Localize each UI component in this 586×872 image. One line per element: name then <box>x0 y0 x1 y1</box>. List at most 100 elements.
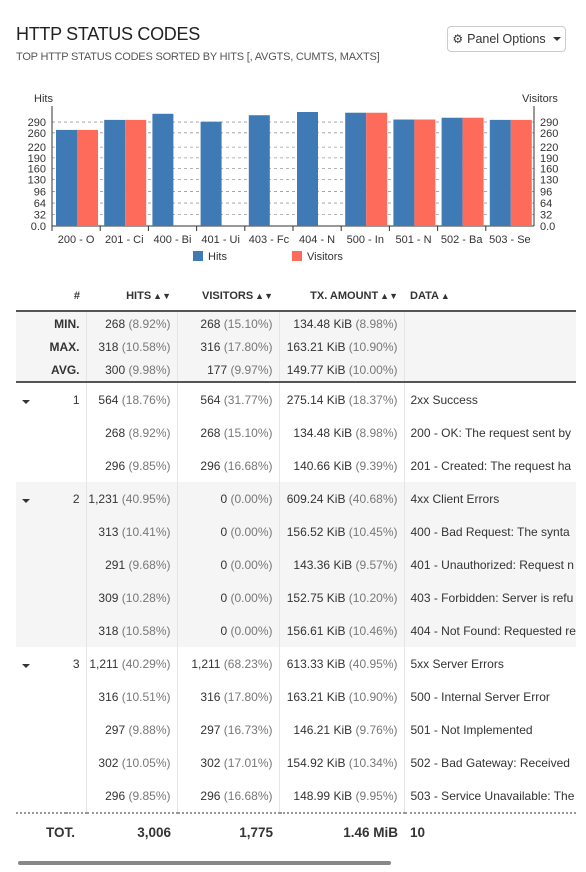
table-row[interactable]: 297 (9.88%) 297 (16.73%) 146.21 KiB (9.76%… <box>16 713 576 746</box>
value: 1,211 <box>89 656 119 671</box>
x-tick-label: 400 - Bi <box>154 234 192 246</box>
data-cell: 501 - Not Implemented <box>403 713 576 746</box>
value: 140.66 KiB <box>293 458 353 473</box>
visitors-cell: 316 (17.80%) <box>176 680 279 713</box>
header-hits[interactable]: HITS ▲▼ <box>86 282 177 311</box>
hits-cell: 1,211 (40.29%) <box>85 647 177 680</box>
hits-cell: 318 (10.58%) <box>85 614 177 647</box>
percent: (15.10%) <box>223 425 273 440</box>
num-cell <box>66 449 86 482</box>
visitors-cell: 268 (15.10%) <box>176 312 279 335</box>
header-data-label: DATA <box>410 290 439 302</box>
value: 296 <box>200 458 221 473</box>
percent: (40.95%) <box>121 491 171 506</box>
tx-cell: 152.75 KiB (10.20%) <box>278 581 404 614</box>
percent: (9.98%) <box>128 362 171 377</box>
table-row-group[interactable]: 3 1,211 (40.29%) 1,211 (68.23%) 613.33 KiB … <box>16 647 576 680</box>
expand-cell <box>16 416 66 449</box>
total-tx: 1.46 MiB <box>343 824 398 840</box>
summary-label: MIN. <box>54 316 80 331</box>
value: 297 <box>105 722 126 737</box>
collapse-arrow-icon[interactable] <box>22 399 30 404</box>
num-cell <box>66 614 86 647</box>
status-codes-table: # HITS ▲▼ VISITORS ▲▼ TX. AMOUNT ▲▼ DATA ▲ M… <box>16 282 576 850</box>
y-tick-label-right: 160 <box>540 164 558 176</box>
percent: (10.20%) <box>348 590 398 605</box>
value: 309 <box>98 590 119 605</box>
header-tx-amount[interactable]: TX. AMOUNT ▲▼ <box>279 282 404 311</box>
percent: (0.00%) <box>230 623 273 638</box>
collapse-arrow-icon[interactable] <box>22 663 30 668</box>
y-tick-label-right: 32 <box>540 210 552 222</box>
horizontal-scrollbar[interactable] <box>18 861 391 865</box>
expand-cell <box>16 779 66 813</box>
percent: (9.76%) <box>355 722 398 737</box>
y-tick-label-left: 0.0 <box>31 221 46 233</box>
table-row[interactable]: 268 (8.92%) 268 (15.10%) 134.48 KiB (8.98%… <box>16 416 576 449</box>
table-row[interactable]: 302 (10.05%) 302 (17.01%) 154.92 KiB (10.3… <box>16 746 576 779</box>
value: 143.36 KiB <box>293 557 353 572</box>
expand-cell[interactable] <box>16 383 66 416</box>
percent: (10.90%) <box>348 339 398 354</box>
y-tick-label-left: 260 <box>28 128 46 140</box>
visitors-cell: 564 (31.77%) <box>176 383 279 416</box>
legend-swatch <box>292 251 302 261</box>
expand-cell[interactable] <box>16 482 66 515</box>
value: 297 <box>200 722 221 737</box>
table-row[interactable]: 296 (9.85%) 296 (16.68%) 140.66 KiB (9.39%… <box>16 449 576 482</box>
data-cell: 502 - Bad Gateway: Received <box>403 746 576 779</box>
expand-cell <box>16 515 66 548</box>
value: 302 <box>200 755 221 770</box>
table-row[interactable]: 296 (9.85%) 296 (16.68%) 148.99 KiB (9.95%… <box>16 779 576 813</box>
hits-cell: 300 (9.98%) <box>85 358 177 382</box>
panel-title: HTTP STATUS CODES <box>16 24 200 44</box>
table-row[interactable]: 316 (10.51%) 316 (17.80%) 163.21 KiB (10.9… <box>16 680 576 713</box>
num-cell: 2 <box>66 482 86 515</box>
panel-options-button[interactable]: ⚙ Panel Options <box>447 26 566 52</box>
percent: (9.85%) <box>128 788 171 803</box>
tx-cell: 613.33 KiB (40.95%) <box>278 647 404 680</box>
table-row-group[interactable]: 2 1,231 (40.95%) 0 (0.00%) 609.24 KiB (40.6… <box>16 482 576 515</box>
tx-cell: 149.77 KiB (10.00%) <box>278 358 404 382</box>
num-cell: 1 <box>66 383 86 416</box>
bar-hits <box>393 119 415 226</box>
sort-icon: ▲▼ <box>153 291 171 301</box>
table-row[interactable]: 309 (10.28%) 0 (0.00%) 152.75 KiB (10.20%)… <box>16 581 576 614</box>
header-data[interactable]: DATA ▲ <box>404 282 576 311</box>
percent: (16.68%) <box>223 458 273 473</box>
table-row[interactable]: 313 (10.41%) 0 (0.00%) 156.52 KiB (10.45%)… <box>16 515 576 548</box>
header-num[interactable]: # <box>66 282 86 311</box>
value: 268 <box>200 316 221 331</box>
data-cell: 5xx Server Errors <box>403 647 576 680</box>
expand-cell <box>16 449 66 482</box>
expand-cell <box>16 680 66 713</box>
table-row[interactable]: 318 (10.58%) 0 (0.00%) 156.61 KiB (10.46%)… <box>16 614 576 647</box>
percent: (18.76%) <box>121 392 171 407</box>
tx-cell: 156.61 KiB (10.46%) <box>278 614 404 647</box>
collapse-arrow-icon[interactable] <box>22 498 30 503</box>
expand-cell[interactable] <box>16 647 66 680</box>
header-visitors[interactable]: VISITORS ▲▼ <box>177 282 279 311</box>
percent: (10.90%) <box>348 689 398 704</box>
visitors-cell: 0 (0.00%) <box>176 515 279 548</box>
expand-cell <box>16 713 66 746</box>
table-row-group[interactable]: 1 564 (18.76%) 564 (31.77%) 275.14 KiB (18.… <box>16 383 576 416</box>
hits-cell: 268 (8.92%) <box>85 416 177 449</box>
row-data: 500 - Internal Server Error <box>410 689 550 704</box>
y-tick-label-left: 290 <box>28 117 46 129</box>
tx-cell: 143.36 KiB (9.57%) <box>278 548 404 581</box>
table-header-row: # HITS ▲▼ VISITORS ▲▼ TX. AMOUNT ▲▼ DATA ▲ <box>16 282 576 311</box>
percent: (10.41%) <box>121 524 171 539</box>
bar-visitors <box>366 112 388 226</box>
table-row[interactable]: 291 (9.68%) 0 (0.00%) 143.36 KiB (9.57%) 40… <box>16 548 576 581</box>
tx-cell: 156.52 KiB (10.45%) <box>278 515 404 548</box>
header-visitors-label: VISITORS <box>202 290 254 302</box>
bar-hits <box>489 119 511 226</box>
y-tick-label-right: 220 <box>540 142 558 154</box>
percent: (9.85%) <box>128 458 171 473</box>
percent: (9.68%) <box>128 557 171 572</box>
bar-visitors <box>414 119 436 226</box>
x-tick-label: 502 - Ba <box>441 234 483 246</box>
data-cell <box>403 358 576 382</box>
